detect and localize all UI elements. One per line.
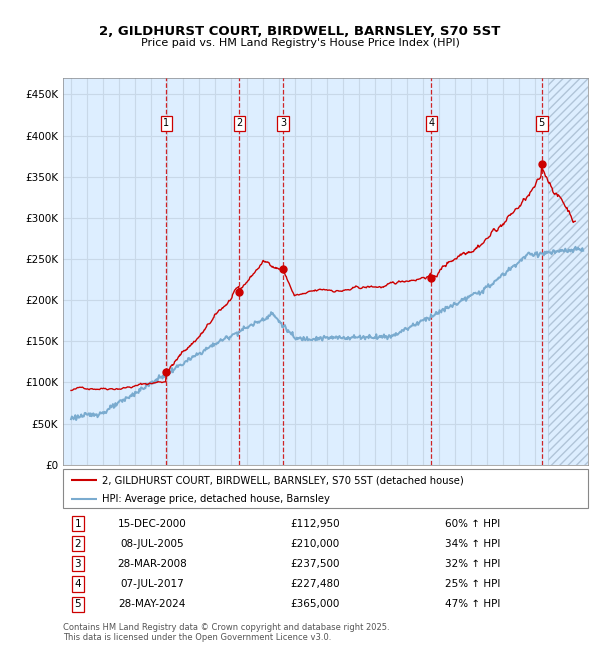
Text: £237,500: £237,500 bbox=[290, 559, 340, 569]
Bar bbox=[548, 78, 588, 465]
Text: 5: 5 bbox=[74, 599, 81, 609]
Text: Contains HM Land Registry data © Crown copyright and database right 2025.
This d: Contains HM Land Registry data © Crown c… bbox=[63, 623, 389, 642]
Text: 28-MAR-2008: 28-MAR-2008 bbox=[118, 559, 187, 569]
Text: 2: 2 bbox=[74, 539, 81, 549]
Text: 08-JUL-2005: 08-JUL-2005 bbox=[121, 539, 184, 549]
Text: 1: 1 bbox=[74, 519, 81, 528]
Text: 07-JUL-2017: 07-JUL-2017 bbox=[121, 579, 184, 589]
Text: 34% ↑ HPI: 34% ↑ HPI bbox=[445, 539, 500, 549]
Text: 4: 4 bbox=[74, 579, 81, 589]
Text: 47% ↑ HPI: 47% ↑ HPI bbox=[445, 599, 500, 609]
Text: £227,480: £227,480 bbox=[290, 579, 340, 589]
Text: 4: 4 bbox=[428, 118, 434, 128]
Text: 1: 1 bbox=[163, 118, 169, 128]
Text: 28-MAY-2024: 28-MAY-2024 bbox=[119, 599, 186, 609]
Text: £112,950: £112,950 bbox=[290, 519, 340, 528]
Text: 32% ↑ HPI: 32% ↑ HPI bbox=[445, 559, 500, 569]
Text: 15-DEC-2000: 15-DEC-2000 bbox=[118, 519, 187, 528]
Text: 5: 5 bbox=[539, 118, 545, 128]
Text: 25% ↑ HPI: 25% ↑ HPI bbox=[445, 579, 500, 589]
Text: 2: 2 bbox=[236, 118, 242, 128]
Text: 60% ↑ HPI: 60% ↑ HPI bbox=[445, 519, 500, 528]
Text: £365,000: £365,000 bbox=[290, 599, 340, 609]
Text: HPI: Average price, detached house, Barnsley: HPI: Average price, detached house, Barn… bbox=[103, 493, 330, 504]
Text: 3: 3 bbox=[280, 118, 286, 128]
Text: 2, GILDHURST COURT, BIRDWELL, BARNSLEY, S70 5ST (detached house): 2, GILDHURST COURT, BIRDWELL, BARNSLEY, … bbox=[103, 475, 464, 485]
Text: Price paid vs. HM Land Registry's House Price Index (HPI): Price paid vs. HM Land Registry's House … bbox=[140, 38, 460, 47]
Text: £210,000: £210,000 bbox=[290, 539, 340, 549]
Text: 2, GILDHURST COURT, BIRDWELL, BARNSLEY, S70 5ST: 2, GILDHURST COURT, BIRDWELL, BARNSLEY, … bbox=[100, 25, 500, 38]
Text: 3: 3 bbox=[74, 559, 81, 569]
